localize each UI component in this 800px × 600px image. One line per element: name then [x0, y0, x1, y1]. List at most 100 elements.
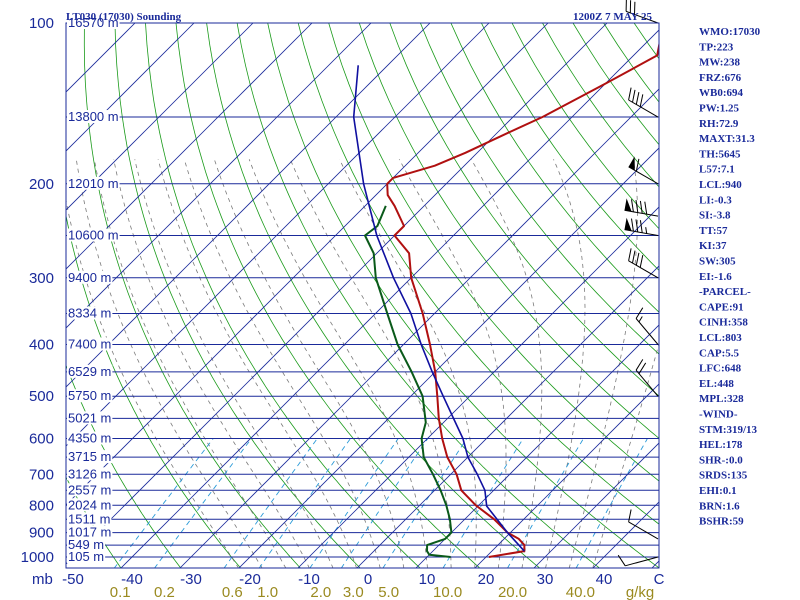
- mixing-ratio-label: 0.1: [110, 584, 131, 600]
- wind-barbs: [617, 0, 659, 567]
- pressure-axis-label: mb: [32, 571, 53, 588]
- moist-adiabat: [157, 159, 358, 568]
- mixing-ratio-line: [258, 438, 351, 568]
- wind-barb-staff: [625, 556, 659, 567]
- parcel-trace: [352, 65, 525, 552]
- wind-barb-half-flag: [645, 227, 648, 234]
- mixing-ratio-line: [113, 438, 214, 568]
- index-line: BRN:1.6: [699, 500, 740, 512]
- height-label: 5750 m: [68, 388, 111, 403]
- index-line: SRDS:135: [699, 470, 748, 482]
- index-line: KI:37: [699, 240, 727, 252]
- isotherm: [238, 147, 659, 568]
- isotherm: [474, 383, 659, 568]
- temperature-tick-label: -20: [239, 571, 261, 588]
- pressure-tick-label: 300: [29, 270, 54, 287]
- pressure-tick-label: 400: [29, 337, 54, 354]
- temperature-tick-label: 30: [537, 571, 554, 588]
- wind-barb-flag: [644, 201, 648, 215]
- height-label: 13800 m: [68, 109, 119, 124]
- isotherm: [66, 23, 195, 152]
- index-line: WB0:694: [699, 87, 744, 99]
- isotherm: [66, 23, 490, 447]
- moist-adiabat: [470, 159, 543, 568]
- index-line: TH:5645: [699, 148, 741, 160]
- wind-barb-staff: [628, 521, 659, 540]
- index-line: EL:448: [699, 378, 734, 390]
- pressure-tick-label: 500: [29, 388, 54, 405]
- height-label-bg: [67, 337, 113, 351]
- index-line: EHI:0.1: [699, 485, 737, 497]
- wind-barb-staff: [635, 369, 659, 397]
- wind-barb-flag: [635, 158, 640, 172]
- wind-barb-staff: [624, 229, 659, 236]
- mixing-ratio-label: 1.0: [257, 584, 278, 600]
- index-line: LCL:940: [699, 179, 742, 191]
- wind-barb: [624, 198, 659, 217]
- height-label-bg: [67, 16, 120, 29]
- wind-barb-staff: [628, 260, 659, 279]
- temperature-tick-label: 40: [596, 571, 613, 588]
- wind-barb-flag: [631, 199, 634, 212]
- isotherm: [533, 442, 659, 568]
- height-label: 16570 m: [68, 15, 119, 30]
- wind-barb-flag: [628, 509, 632, 522]
- index-line: STM:319/13: [699, 424, 758, 436]
- pressure-tick-label: 100: [29, 15, 54, 32]
- height-label-bg: [67, 411, 113, 425]
- height-label-bg: [67, 306, 113, 320]
- dry-adiabat: [603, 23, 659, 103]
- index-line: SI:-3.8: [699, 210, 731, 222]
- wind-barb-flag: [635, 219, 639, 232]
- mixing-ratio-label: 0.2: [154, 584, 175, 600]
- isotherm: [651, 560, 659, 568]
- moist-adiabat: [248, 159, 428, 568]
- dry-adiabat: [145, 23, 421, 568]
- mixing-ratio-line: [382, 438, 468, 568]
- isotherm: [179, 88, 659, 568]
- wind-barb-flag: [635, 359, 644, 371]
- dry-adiabat: [66, 364, 182, 568]
- mixing-ratio-label: 2.0: [310, 584, 331, 600]
- index-line: LFC:648: [699, 363, 742, 375]
- height-label-bg: [67, 364, 113, 378]
- dry-adiabat: [419, 23, 659, 355]
- index-line: MW:238: [699, 57, 740, 69]
- height-label: 2557 m: [68, 482, 111, 497]
- wind-barb-flag: [639, 200, 643, 214]
- dewpoint-trace: [364, 205, 453, 558]
- pressure-tick-label: 700: [29, 466, 54, 483]
- height-label: 1511 m: [68, 511, 110, 526]
- moist-adiabat: [545, 159, 586, 568]
- isotherm: [415, 324, 659, 568]
- height-label: 9400 m: [68, 270, 111, 285]
- wind-barb: [628, 248, 659, 279]
- index-line: CAPE:91: [699, 301, 744, 313]
- wind-barb-staff: [624, 209, 659, 217]
- moist-adiabat: [66, 198, 239, 568]
- index-line: RH:72.9: [699, 118, 739, 130]
- mixing-ratio-label: 40.0: [566, 584, 595, 600]
- height-label: 3126 m: [68, 466, 111, 481]
- height-label: 2024 m: [68, 497, 111, 512]
- stability-indices-panel: WMO:17030 TP:223 MW:238 FRZ:676 WB0:694 PW:1.…: [699, 26, 761, 528]
- isotherm: [592, 501, 659, 568]
- wind-barb-flag: [628, 248, 632, 261]
- index-line: MAXT:31.3: [699, 133, 755, 145]
- isotherm: [66, 23, 431, 388]
- temperature-tick-label: -40: [121, 571, 143, 588]
- height-label-bg: [67, 389, 113, 403]
- moist-adiabat: [568, 159, 638, 568]
- height-label: 5021 m: [68, 410, 111, 425]
- index-line: L57:7.1: [699, 164, 735, 176]
- height-label-bg: [67, 483, 113, 497]
- dry-adiabat: [267, 23, 659, 568]
- pressure-tick-label: 600: [29, 431, 54, 448]
- mixing-ratio-label: 0.6: [222, 584, 243, 600]
- wind-barb-staff: [628, 99, 659, 118]
- isotherm: [66, 23, 608, 565]
- dry-adiabat: [648, 0, 800, 568]
- plot-frame: [65, 22, 660, 569]
- wind-barb-flag: [632, 89, 636, 103]
